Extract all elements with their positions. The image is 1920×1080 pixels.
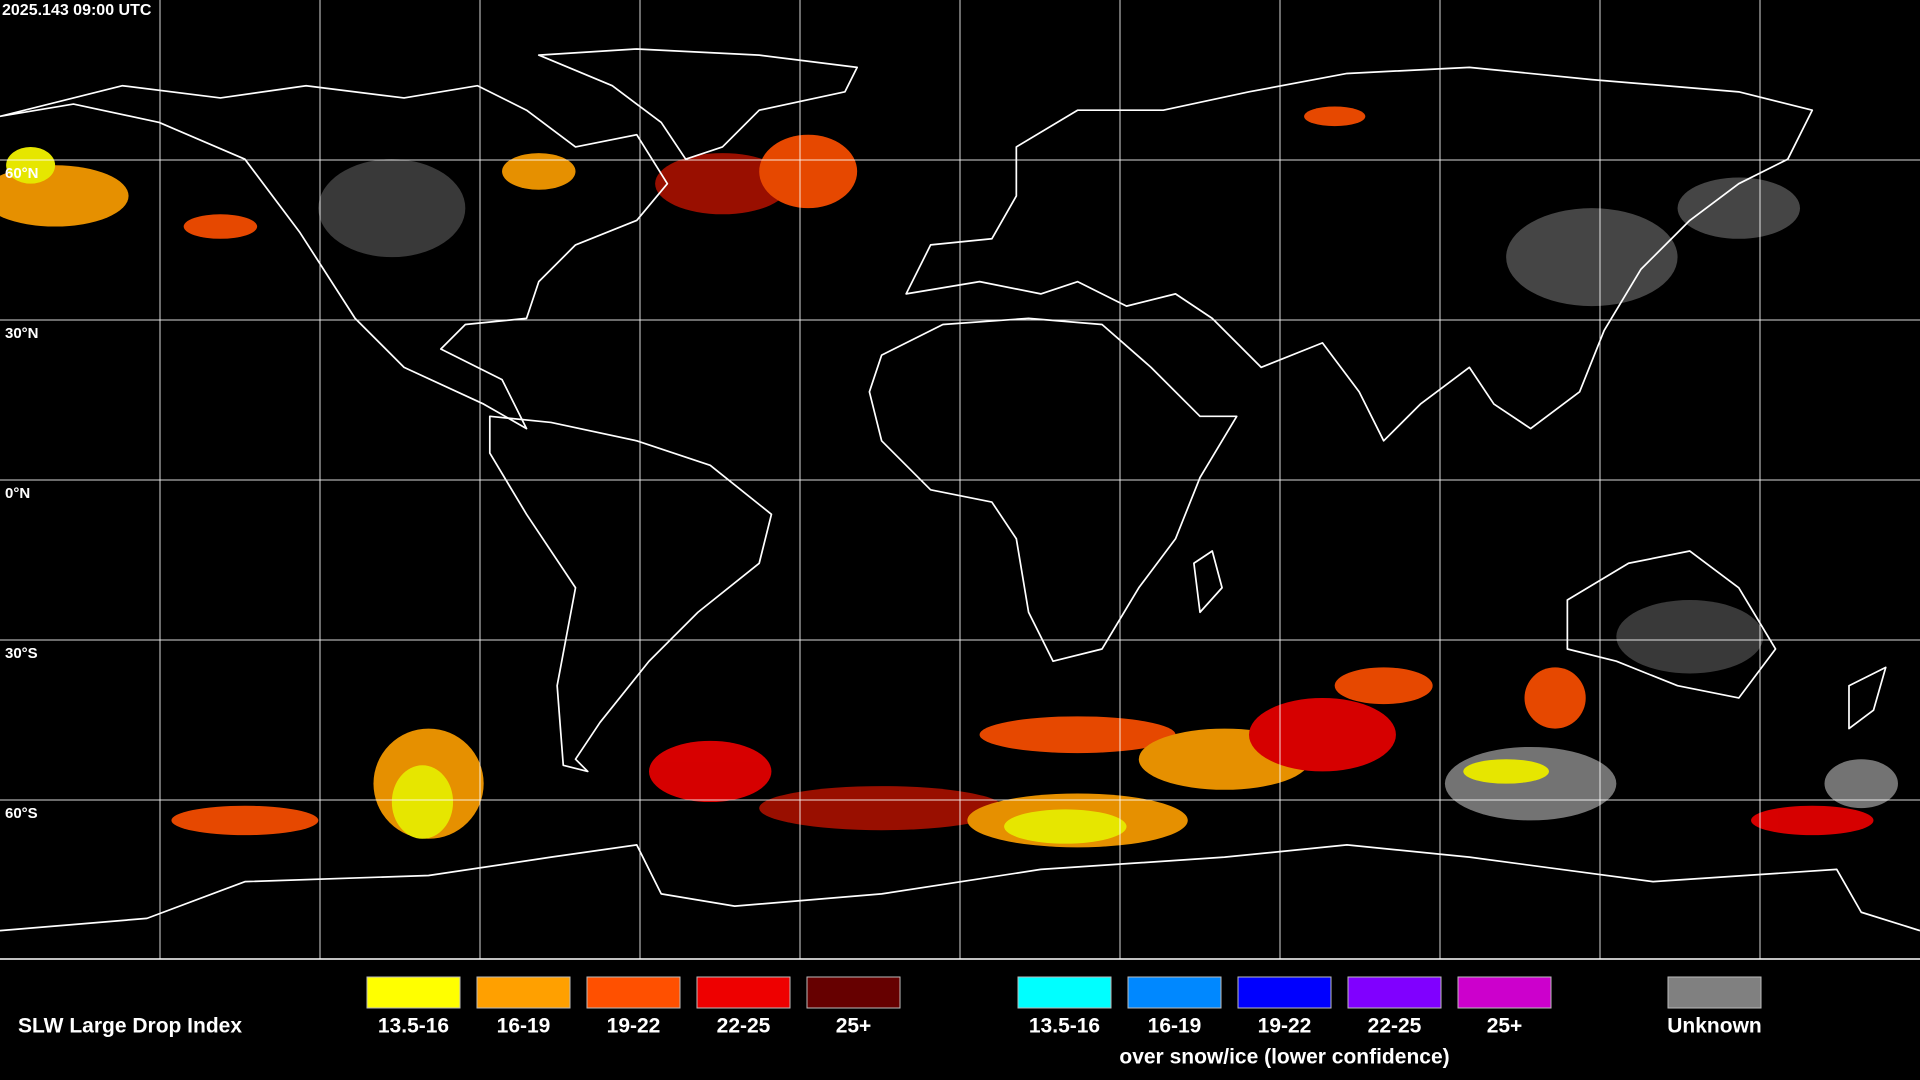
legend-swatch <box>1667 976 1762 1009</box>
cloud-field <box>0 106 1898 848</box>
legend-label: 13.5-16 <box>1029 1015 1100 1038</box>
latitude-label: 0°N <box>5 485 30 502</box>
legend-label: 16-19 <box>1148 1015 1202 1038</box>
legend-swatch <box>1457 976 1552 1009</box>
legend-label: 16-19 <box>497 1015 551 1038</box>
graticule <box>0 0 1920 960</box>
legend-label: 22-25 <box>1368 1015 1422 1038</box>
legend-swatch <box>696 976 791 1009</box>
legend-swatch <box>476 976 571 1009</box>
legend-note: over snow/ice (lower confidence) <box>1119 1046 1449 1069</box>
legend-swatch <box>1237 976 1332 1009</box>
legend-swatch <box>1017 976 1112 1009</box>
latitude-label: 60°N <box>5 165 39 182</box>
latitude-label: 60°S <box>5 805 38 822</box>
latitude-label: 30°N <box>5 325 39 342</box>
legend-label: 13.5-16 <box>378 1015 449 1038</box>
legend-label: 19-22 <box>1258 1015 1312 1038</box>
map: 2025.143 09:00 UTC 60°N 30°N 0°N 30°S 60°S <box>0 0 1920 960</box>
latitude-label: 30°S <box>5 645 38 662</box>
legend-swatch <box>806 976 901 1009</box>
legend-label: Unknown <box>1667 1015 1762 1038</box>
legend: SLW Large Drop Index 13.5-16 16-19 19-22 22… <box>18 976 1762 1069</box>
legend-swatch <box>366 976 461 1009</box>
timestamp: 2025.143 09:00 UTC <box>2 2 152 19</box>
legend-label: 25+ <box>1487 1015 1523 1038</box>
legend-swatch <box>1347 976 1442 1009</box>
legend-label: 25+ <box>836 1015 872 1038</box>
legend-title: SLW Large Drop Index <box>18 1015 242 1038</box>
legend-swatch <box>1127 976 1222 1009</box>
legend-label: 22-25 <box>717 1015 771 1038</box>
legend-swatch <box>586 976 681 1009</box>
legend-label: 19-22 <box>607 1015 661 1038</box>
